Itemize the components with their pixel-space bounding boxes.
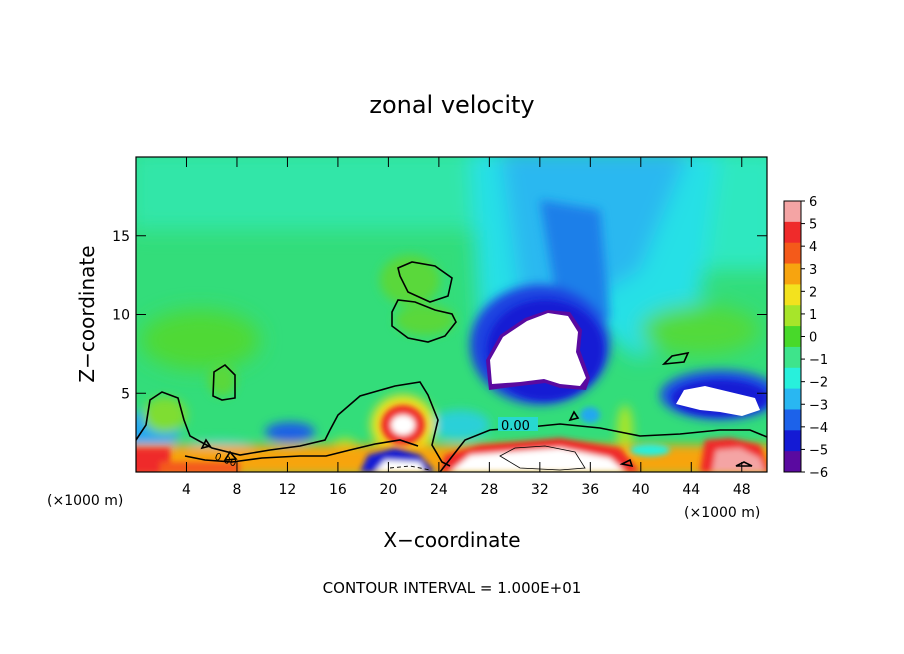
colorbar-tick-label: −4 bbox=[809, 421, 828, 436]
colorbar-segment bbox=[784, 388, 801, 410]
x-tick-label: 8 bbox=[232, 482, 241, 498]
contour-label-bg bbox=[498, 417, 538, 431]
colorbar-frame bbox=[783, 200, 802, 473]
colorbar-segment bbox=[784, 201, 801, 223]
colorbar-tick-label: 0 bbox=[809, 331, 817, 346]
contour-label-zero: 0.00 bbox=[501, 419, 530, 434]
colorbar-segment bbox=[784, 451, 801, 473]
x-tick-label: 36 bbox=[581, 482, 599, 498]
x-tick-label: 4 bbox=[182, 482, 191, 498]
x-tick-label: 16 bbox=[329, 482, 347, 498]
chart-title: zonal velocity bbox=[369, 91, 534, 119]
x-unit-right: (×1000 m) bbox=[684, 505, 760, 521]
y-axis-label: Z−coordinate bbox=[75, 245, 99, 382]
colorbar-segment bbox=[784, 242, 801, 264]
colorbar-tick-label: −1 bbox=[809, 353, 828, 368]
colorbar-segment bbox=[784, 346, 801, 369]
colorbar-tick-label: 3 bbox=[809, 263, 817, 278]
colorbar-segment bbox=[784, 305, 801, 327]
colorbar-segment bbox=[784, 263, 801, 285]
colorbar-tick-label: 4 bbox=[809, 240, 817, 255]
y-tick-label: 15 bbox=[112, 229, 130, 245]
x-unit-left: (×1000 m) bbox=[47, 493, 123, 509]
colorbar-segment bbox=[784, 430, 801, 452]
colorbar-segment bbox=[784, 221, 801, 244]
x-axis-ticks: 4 8 12 16 20 24 28 32 36 40 44 48 bbox=[182, 157, 751, 498]
x-tick-label: 28 bbox=[480, 482, 498, 498]
colorbar-tick-label: 5 bbox=[809, 218, 817, 233]
colorbar-segment bbox=[784, 367, 801, 390]
x-tick-label: 12 bbox=[279, 482, 297, 498]
x-tick-label: 40 bbox=[632, 482, 650, 498]
colorbar-tick-label: −6 bbox=[809, 466, 828, 481]
x-tick-label: 24 bbox=[430, 482, 448, 498]
colorbar-tick-label: 6 bbox=[809, 195, 817, 210]
x-tick-label: 32 bbox=[531, 482, 549, 498]
colorbar-segment bbox=[784, 409, 801, 431]
y-tick-label: 10 bbox=[112, 308, 130, 324]
x-axis-label: X−coordinate bbox=[383, 528, 520, 552]
velocity-field bbox=[136, 157, 767, 472]
y-axis-ticks: 5 10 15 bbox=[112, 229, 767, 402]
saturated-core bbox=[490, 313, 586, 386]
colorbar: 6 5 4 3 2 1 0 −1 −2 −3 −4 −5 −6 bbox=[784, 195, 828, 481]
y-tick-label: 5 bbox=[121, 386, 130, 402]
x-tick-label: 20 bbox=[379, 482, 397, 498]
colorbar-tick-label: −5 bbox=[809, 443, 828, 458]
colorbar-tick-label: −3 bbox=[809, 398, 828, 413]
colorbar-segment bbox=[784, 284, 801, 306]
colorbar-tick-label: 2 bbox=[809, 285, 817, 300]
x-tick-label: 44 bbox=[682, 482, 700, 498]
colorbar-tick-label: −2 bbox=[809, 376, 828, 391]
contour-lines bbox=[136, 261, 767, 472]
contour-interval-note: CONTOUR INTERVAL = 1.000E+01 bbox=[323, 579, 582, 597]
x-tick-label: 48 bbox=[733, 482, 751, 498]
colorbar-segment bbox=[784, 326, 801, 348]
colorbar-tick-label: 1 bbox=[809, 308, 817, 323]
